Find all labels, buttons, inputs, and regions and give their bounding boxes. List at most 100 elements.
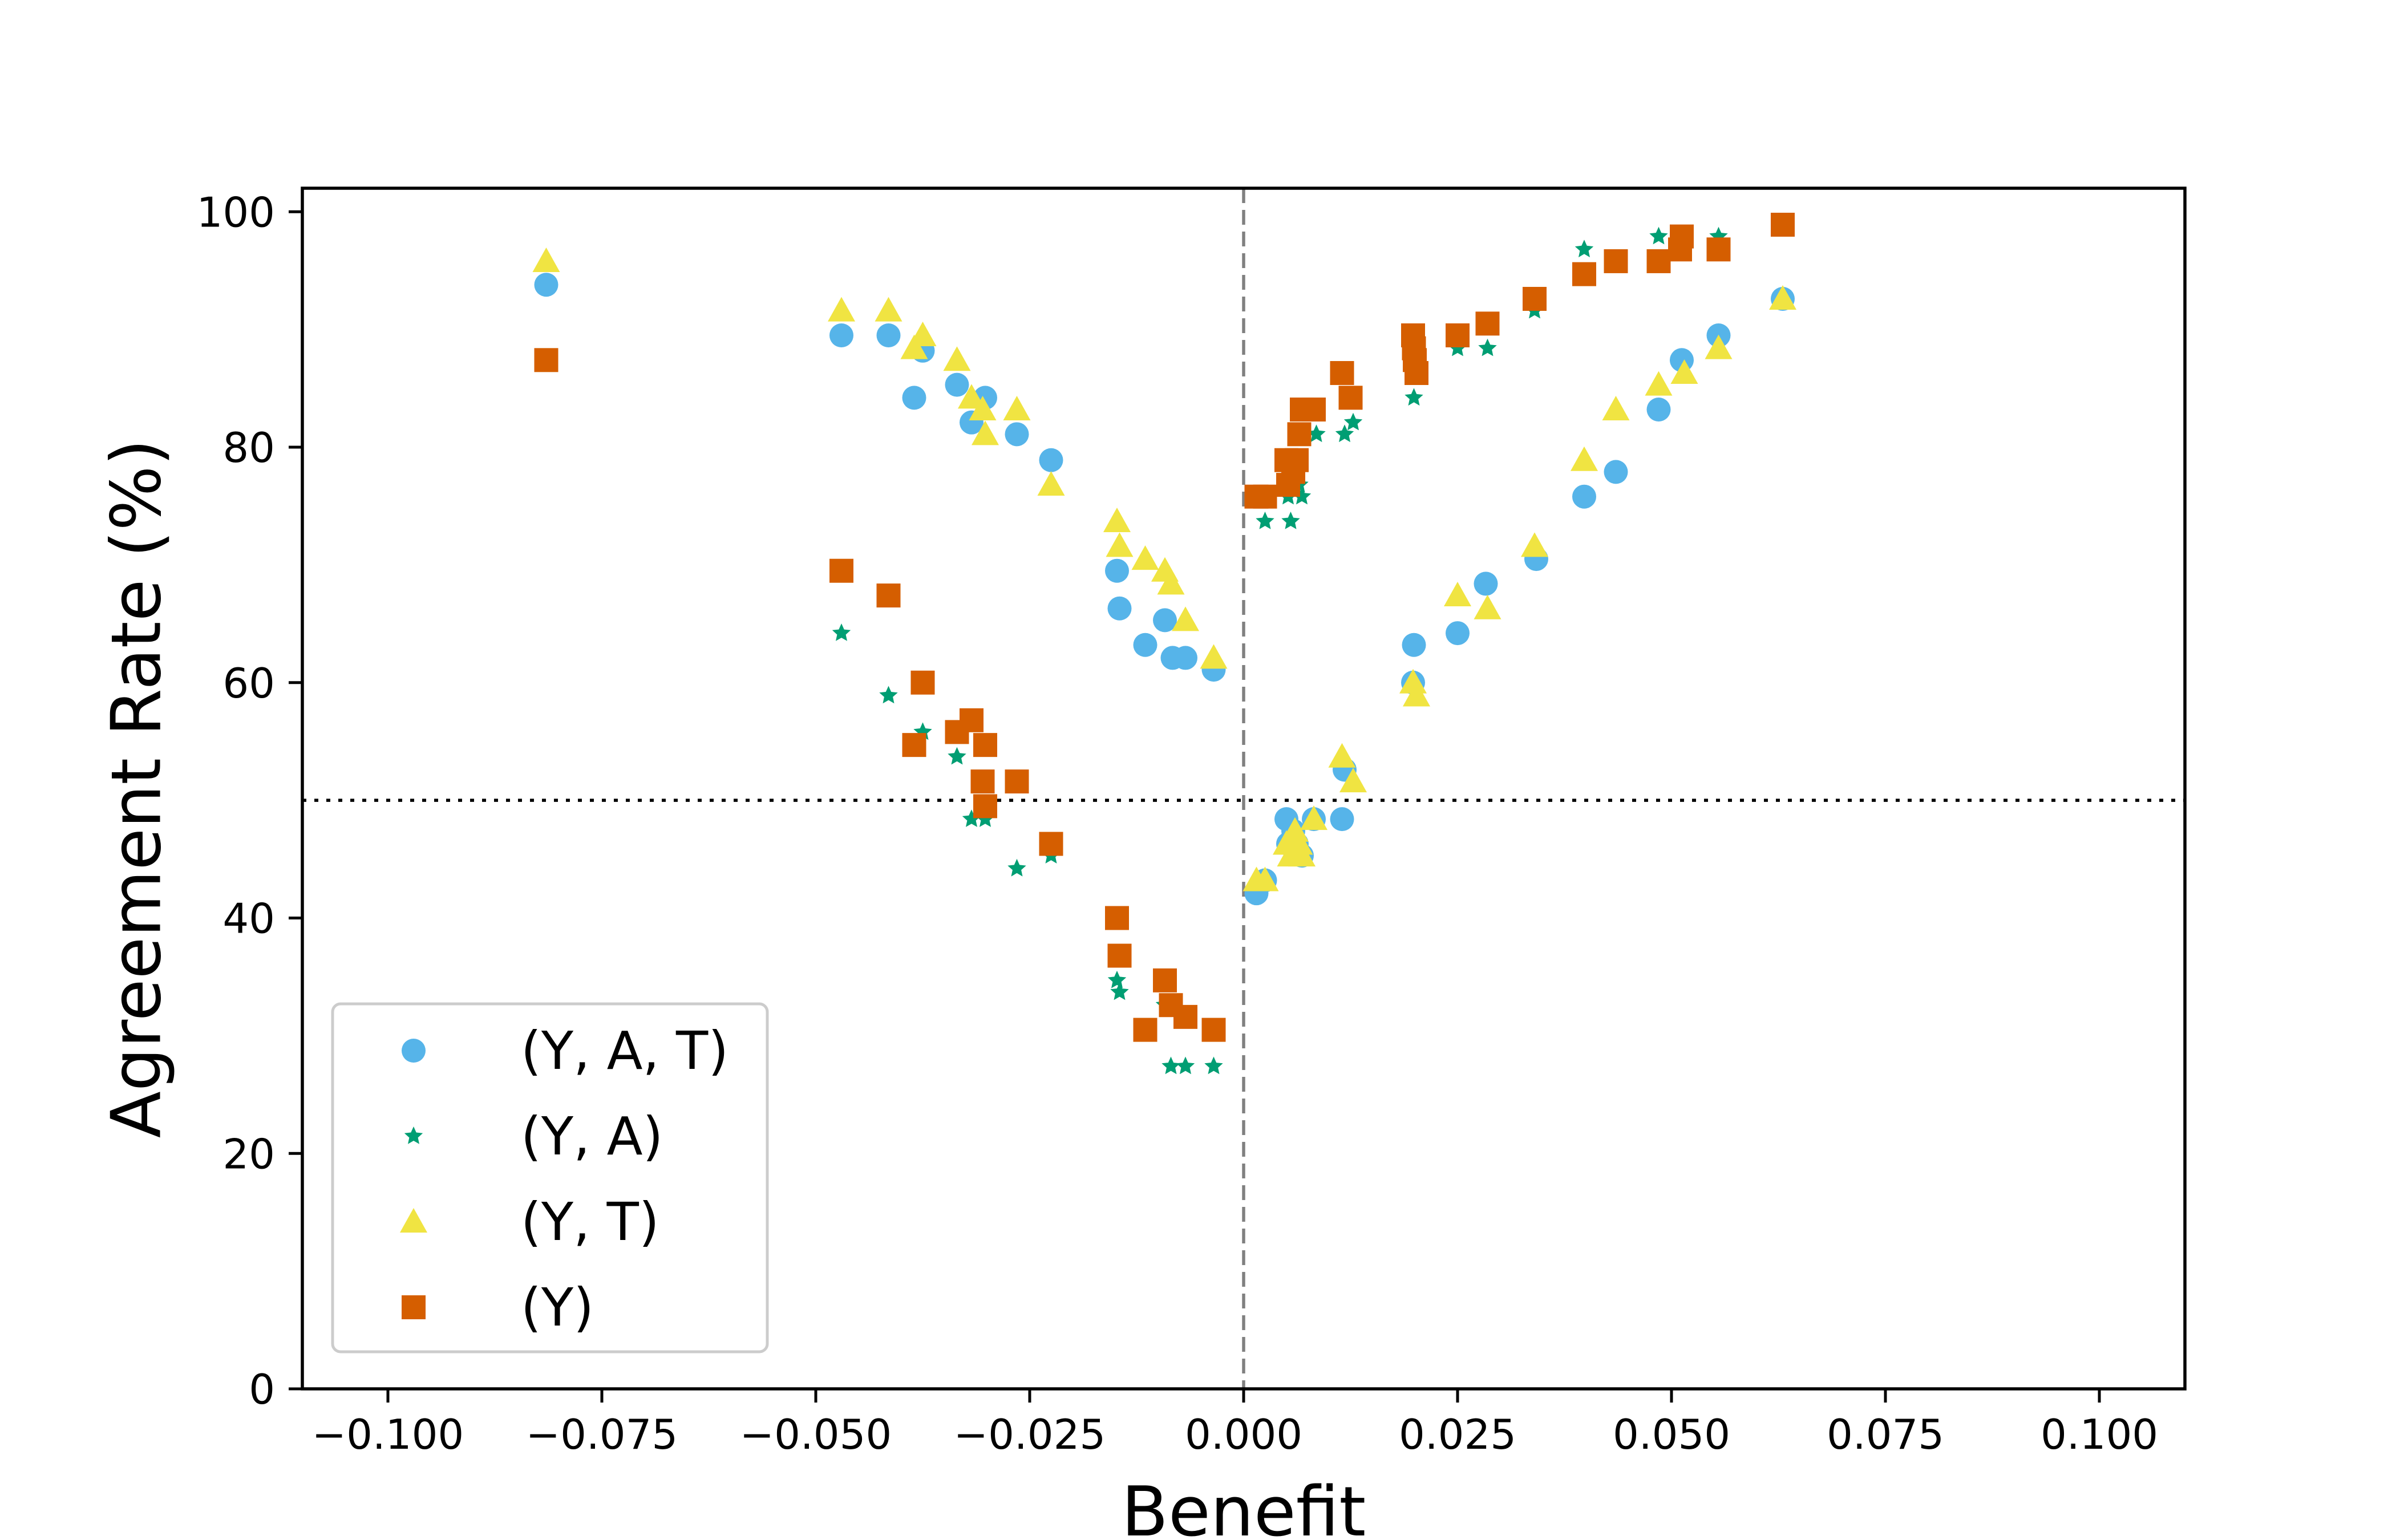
- data-point: [1256, 512, 1274, 529]
- data-point: [1106, 532, 1134, 557]
- data-point: [1649, 226, 1668, 245]
- data-point: [902, 386, 926, 410]
- y-axis: 0 20 40 60 80 100: [197, 188, 302, 1413]
- x-tick-label: 0.025: [1399, 1411, 1516, 1458]
- data-point: [1446, 323, 1470, 347]
- legend: (Y, A, T) (Y, A) (Y, T) (Y): [331, 1002, 769, 1353]
- data-point: [534, 273, 558, 297]
- legend-marker: [400, 1208, 427, 1233]
- x-tick-label: −0.075: [526, 1411, 678, 1458]
- data-point: [1330, 361, 1354, 386]
- y-axis-title: Agreement Rate (%): [98, 439, 177, 1138]
- data-point: [1161, 1056, 1180, 1075]
- data-point: [879, 686, 898, 704]
- y-tick-label: 0: [249, 1365, 275, 1413]
- data-point: [1105, 558, 1129, 583]
- data-point: [1646, 397, 1671, 422]
- data-point: [1153, 968, 1177, 992]
- data-point: [828, 297, 855, 322]
- data-point: [534, 348, 558, 372]
- data-point: [1339, 768, 1367, 793]
- data-point: [1521, 532, 1548, 557]
- y-tick-label: 100: [197, 188, 275, 236]
- data-point: [1005, 769, 1029, 794]
- data-point: [875, 297, 902, 322]
- data-point: [829, 558, 853, 583]
- data-point: [1330, 807, 1354, 832]
- data-point: [876, 323, 901, 347]
- data-point: [1107, 943, 1132, 968]
- data-point: [976, 809, 995, 827]
- y-tick-label: 40: [222, 895, 275, 943]
- data-point: [1173, 646, 1197, 670]
- data-point: [910, 670, 935, 695]
- data-point: [832, 623, 851, 641]
- x-tick-label: −0.100: [312, 1411, 464, 1458]
- data-point: [1281, 512, 1300, 529]
- data-point: [1287, 422, 1312, 447]
- data-point: [1399, 668, 1427, 694]
- data-point: [1335, 424, 1354, 443]
- data-point: [909, 321, 937, 346]
- legend-label: (Y, A, T): [521, 1020, 728, 1081]
- data-point: [1604, 460, 1628, 484]
- data-point: [1670, 359, 1698, 384]
- data-point: [958, 384, 985, 409]
- data-point: [1107, 970, 1127, 988]
- data-point: [1405, 361, 1428, 386]
- data-point: [1572, 262, 1596, 286]
- series-3: [532, 247, 1796, 891]
- data-point: [1402, 633, 1426, 657]
- data-point: [1571, 446, 1598, 471]
- data-point: [1157, 570, 1185, 595]
- data-point: [945, 372, 969, 397]
- data-point: [1285, 830, 1313, 855]
- data-point: [1005, 422, 1029, 447]
- data-point: [1604, 249, 1628, 273]
- data-point: [1706, 237, 1731, 262]
- data-point: [972, 420, 999, 445]
- data-point: [1328, 743, 1356, 768]
- data-point: [1444, 582, 1471, 607]
- data-point: [1769, 285, 1796, 310]
- data-point: [1646, 249, 1671, 273]
- data-point: [1133, 633, 1157, 657]
- x-tick-label: −0.025: [954, 1411, 1106, 1458]
- data-point: [1110, 982, 1129, 1000]
- data-point: [1474, 572, 1498, 596]
- data-point: [1645, 371, 1673, 396]
- data-point: [532, 247, 560, 272]
- data-point: [1475, 311, 1500, 336]
- x-tick-label: −0.050: [740, 1411, 892, 1458]
- legend-box: [331, 1002, 769, 1353]
- data-point: [973, 794, 997, 818]
- data-point: [1307, 424, 1326, 443]
- data-point: [969, 395, 997, 420]
- x-tick-label: 0.100: [2041, 1411, 2158, 1458]
- data-point: [1172, 606, 1199, 631]
- data-point: [1602, 395, 1630, 420]
- data-point: [1251, 866, 1279, 891]
- data-point: [1448, 338, 1467, 356]
- data-point: [902, 733, 926, 757]
- y-tick-label: 20: [222, 1130, 275, 1178]
- data-point: [1705, 334, 1733, 359]
- legend-marker: [402, 1295, 426, 1319]
- legend-label: (Y, T): [521, 1192, 659, 1253]
- data-point: [1003, 395, 1031, 420]
- data-point: [1670, 224, 1694, 249]
- data-point: [1037, 471, 1065, 496]
- data-point: [1338, 386, 1363, 410]
- data-point: [1173, 1004, 1197, 1029]
- data-point: [960, 708, 984, 732]
- data-point: [970, 769, 995, 794]
- data-point: [1285, 448, 1309, 472]
- data-point: [1292, 487, 1312, 505]
- x-tick-label: 0.075: [1827, 1411, 1944, 1458]
- data-point: [1007, 858, 1026, 877]
- data-point: [900, 334, 928, 359]
- data-point: [1405, 388, 1423, 406]
- data-point: [1153, 608, 1177, 633]
- x-tick-label: 0.000: [1185, 1411, 1302, 1458]
